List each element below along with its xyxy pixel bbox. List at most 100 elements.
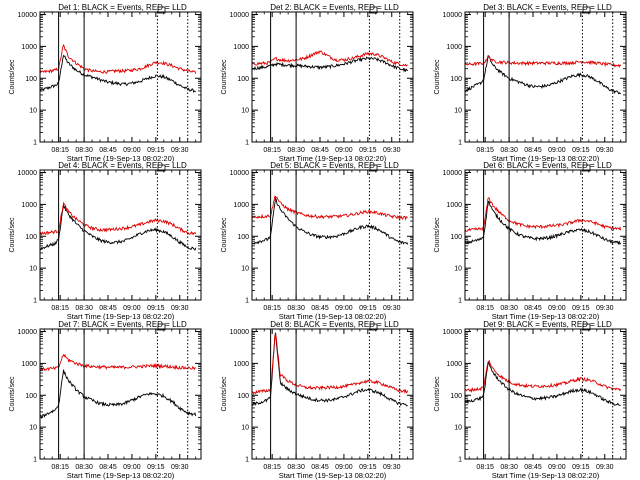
x-tick-label: 09:00 [123,305,141,312]
events-line-det-9 [465,361,621,406]
panel-title: Det 4: BLACK = Events, RED = LLD [58,161,187,170]
x-tick-label: 09:00 [123,464,141,471]
x-tick-label: 08:45 [99,464,117,471]
y-tick-label: 1 [33,140,37,147]
panel-det-9: 1 10 100 1000 10000 08:15 08:30 08:45 09:00 09:15… [434,320,627,480]
x-tick-label: 08:45 [311,464,329,471]
lld-line-det-6 [465,197,622,233]
panel-title: Det 3: BLACK = Events, RED = LLD [483,3,612,12]
x-tick-label: 09:30 [383,147,401,154]
x-tick-label: 08:15 [51,464,69,471]
x-tick-label: 08:30 [287,147,305,154]
y-tick-label: 100 [25,234,37,241]
x-axis-label: Start Time (19-Sep-13 08:02:20) [492,471,600,480]
x-tick-label: 09:30 [596,464,614,471]
x-tick-label: 08:30 [75,464,93,471]
x-tick-label: 08:30 [75,305,93,312]
x-tick-label: 09:15 [359,147,377,154]
x-tick-label: 08:45 [99,305,117,312]
x-tick-label: 08:15 [476,305,494,312]
y-tick-label: 10 [454,425,462,432]
x-axis-label: Start Time (19-Sep-13 08:02:20) [67,312,175,321]
x-tick-label: 09:15 [359,305,377,312]
x-tick-label: 09:00 [548,464,566,471]
x-tick-label: 08:30 [500,464,518,471]
x-tick-label: 09:00 [335,147,353,154]
y-tick-label: 1 [458,457,462,464]
panel-det-2: 1 10 100 1000 10000 08:15 08:30 08:45 09:00 09:15… [221,3,414,163]
plot-frame [251,169,414,301]
y-tick-label: 10 [241,425,249,432]
x-tick-label: 09:15 [572,464,590,471]
y-tick-label: 10 [241,266,249,273]
plot-frame [464,328,627,460]
x-tick-label: 09:30 [596,147,614,154]
y-axis-label: Counts/sec [9,376,16,412]
x-tick-label: 08:45 [524,464,542,471]
y-axis-label: Counts/sec [434,59,441,95]
title-marker-box [369,6,378,14]
plot-frame [251,328,414,460]
lld-line-det-8 [252,332,409,395]
y-tick-label: 10 [29,108,37,115]
x-tick-label: 08:30 [287,464,305,471]
y-axis-label: Counts/sec [221,59,228,95]
x-tick-label: 08:15 [263,147,281,154]
lld-line-det-1 [40,43,197,75]
x-tick-label: 09:30 [383,305,401,312]
x-tick-label: 09:15 [359,464,377,471]
x-tick-label: 09:00 [548,147,566,154]
y-tick-label: 1 [33,457,37,464]
panel-det-7: 1 10 100 1000 10000 08:15 08:30 08:45 09:00 09:15… [9,320,202,480]
y-tick-label: 100 [237,76,249,83]
title-marker-box [157,164,166,172]
panel-title: Det 7: BLACK = Events, RED = LLD [58,320,187,329]
panel-det-6: 1 10 100 1000 10000 08:15 08:30 08:45 09:00 09:15… [434,161,627,321]
x-tick-label: 09:00 [123,147,141,154]
plot-frame [39,328,202,460]
x-tick-label: 09:15 [147,464,165,471]
y-tick-label: 1000 [21,202,37,209]
y-tick-label: 100 [237,393,249,400]
x-tick-label: 09:30 [596,305,614,312]
x-tick-label: 09:15 [147,305,165,312]
y-tick-label: 100 [450,76,462,83]
y-tick-label: 10000 [18,329,38,336]
x-axis-label: Start Time (19-Sep-13 08:02:20) [279,154,387,163]
panel-det-8: 1 10 100 1000 10000 08:15 08:30 08:45 09:00 09:15… [221,320,414,480]
y-tick-label: 10000 [230,12,250,19]
events-line-det-6 [465,200,622,246]
x-tick-label: 09:15 [572,147,590,154]
title-marker-box [582,323,591,331]
events-line-det-8 [252,332,408,407]
y-tick-label: 10000 [18,170,38,177]
events-line-det-4 [40,204,197,251]
y-tick-label: 10000 [230,329,250,336]
x-axis-label: Start Time (19-Sep-13 08:02:20) [67,471,175,480]
x-axis-label: Start Time (19-Sep-13 08:02:20) [492,312,600,321]
y-tick-label: 10000 [18,12,38,19]
x-tick-label: 08:45 [524,147,542,154]
lld-line-det-2 [252,50,408,67]
events-line-det-7 [40,369,197,419]
y-tick-label: 10000 [443,329,463,336]
x-tick-label: 08:30 [75,147,93,154]
x-tick-label: 09:30 [383,464,401,471]
plot-frame [39,169,202,301]
y-tick-label: 10 [454,108,462,115]
panel-title: Det 9: BLACK = Events, RED = LLD [483,320,612,329]
y-tick-label: 10000 [443,12,463,19]
events-line-det-3 [465,54,621,95]
y-tick-label: 1 [245,298,249,305]
x-tick-label: 08:45 [524,305,542,312]
y-tick-label: 10 [454,266,462,273]
x-tick-label: 09:15 [572,305,590,312]
plot-frame [464,11,627,143]
plot-frame [464,169,627,301]
lld-line-det-3 [465,55,622,68]
y-tick-label: 10 [241,108,249,115]
plot-frame [251,11,414,143]
y-tick-label: 1000 [21,361,37,368]
y-tick-label: 100 [237,234,249,241]
